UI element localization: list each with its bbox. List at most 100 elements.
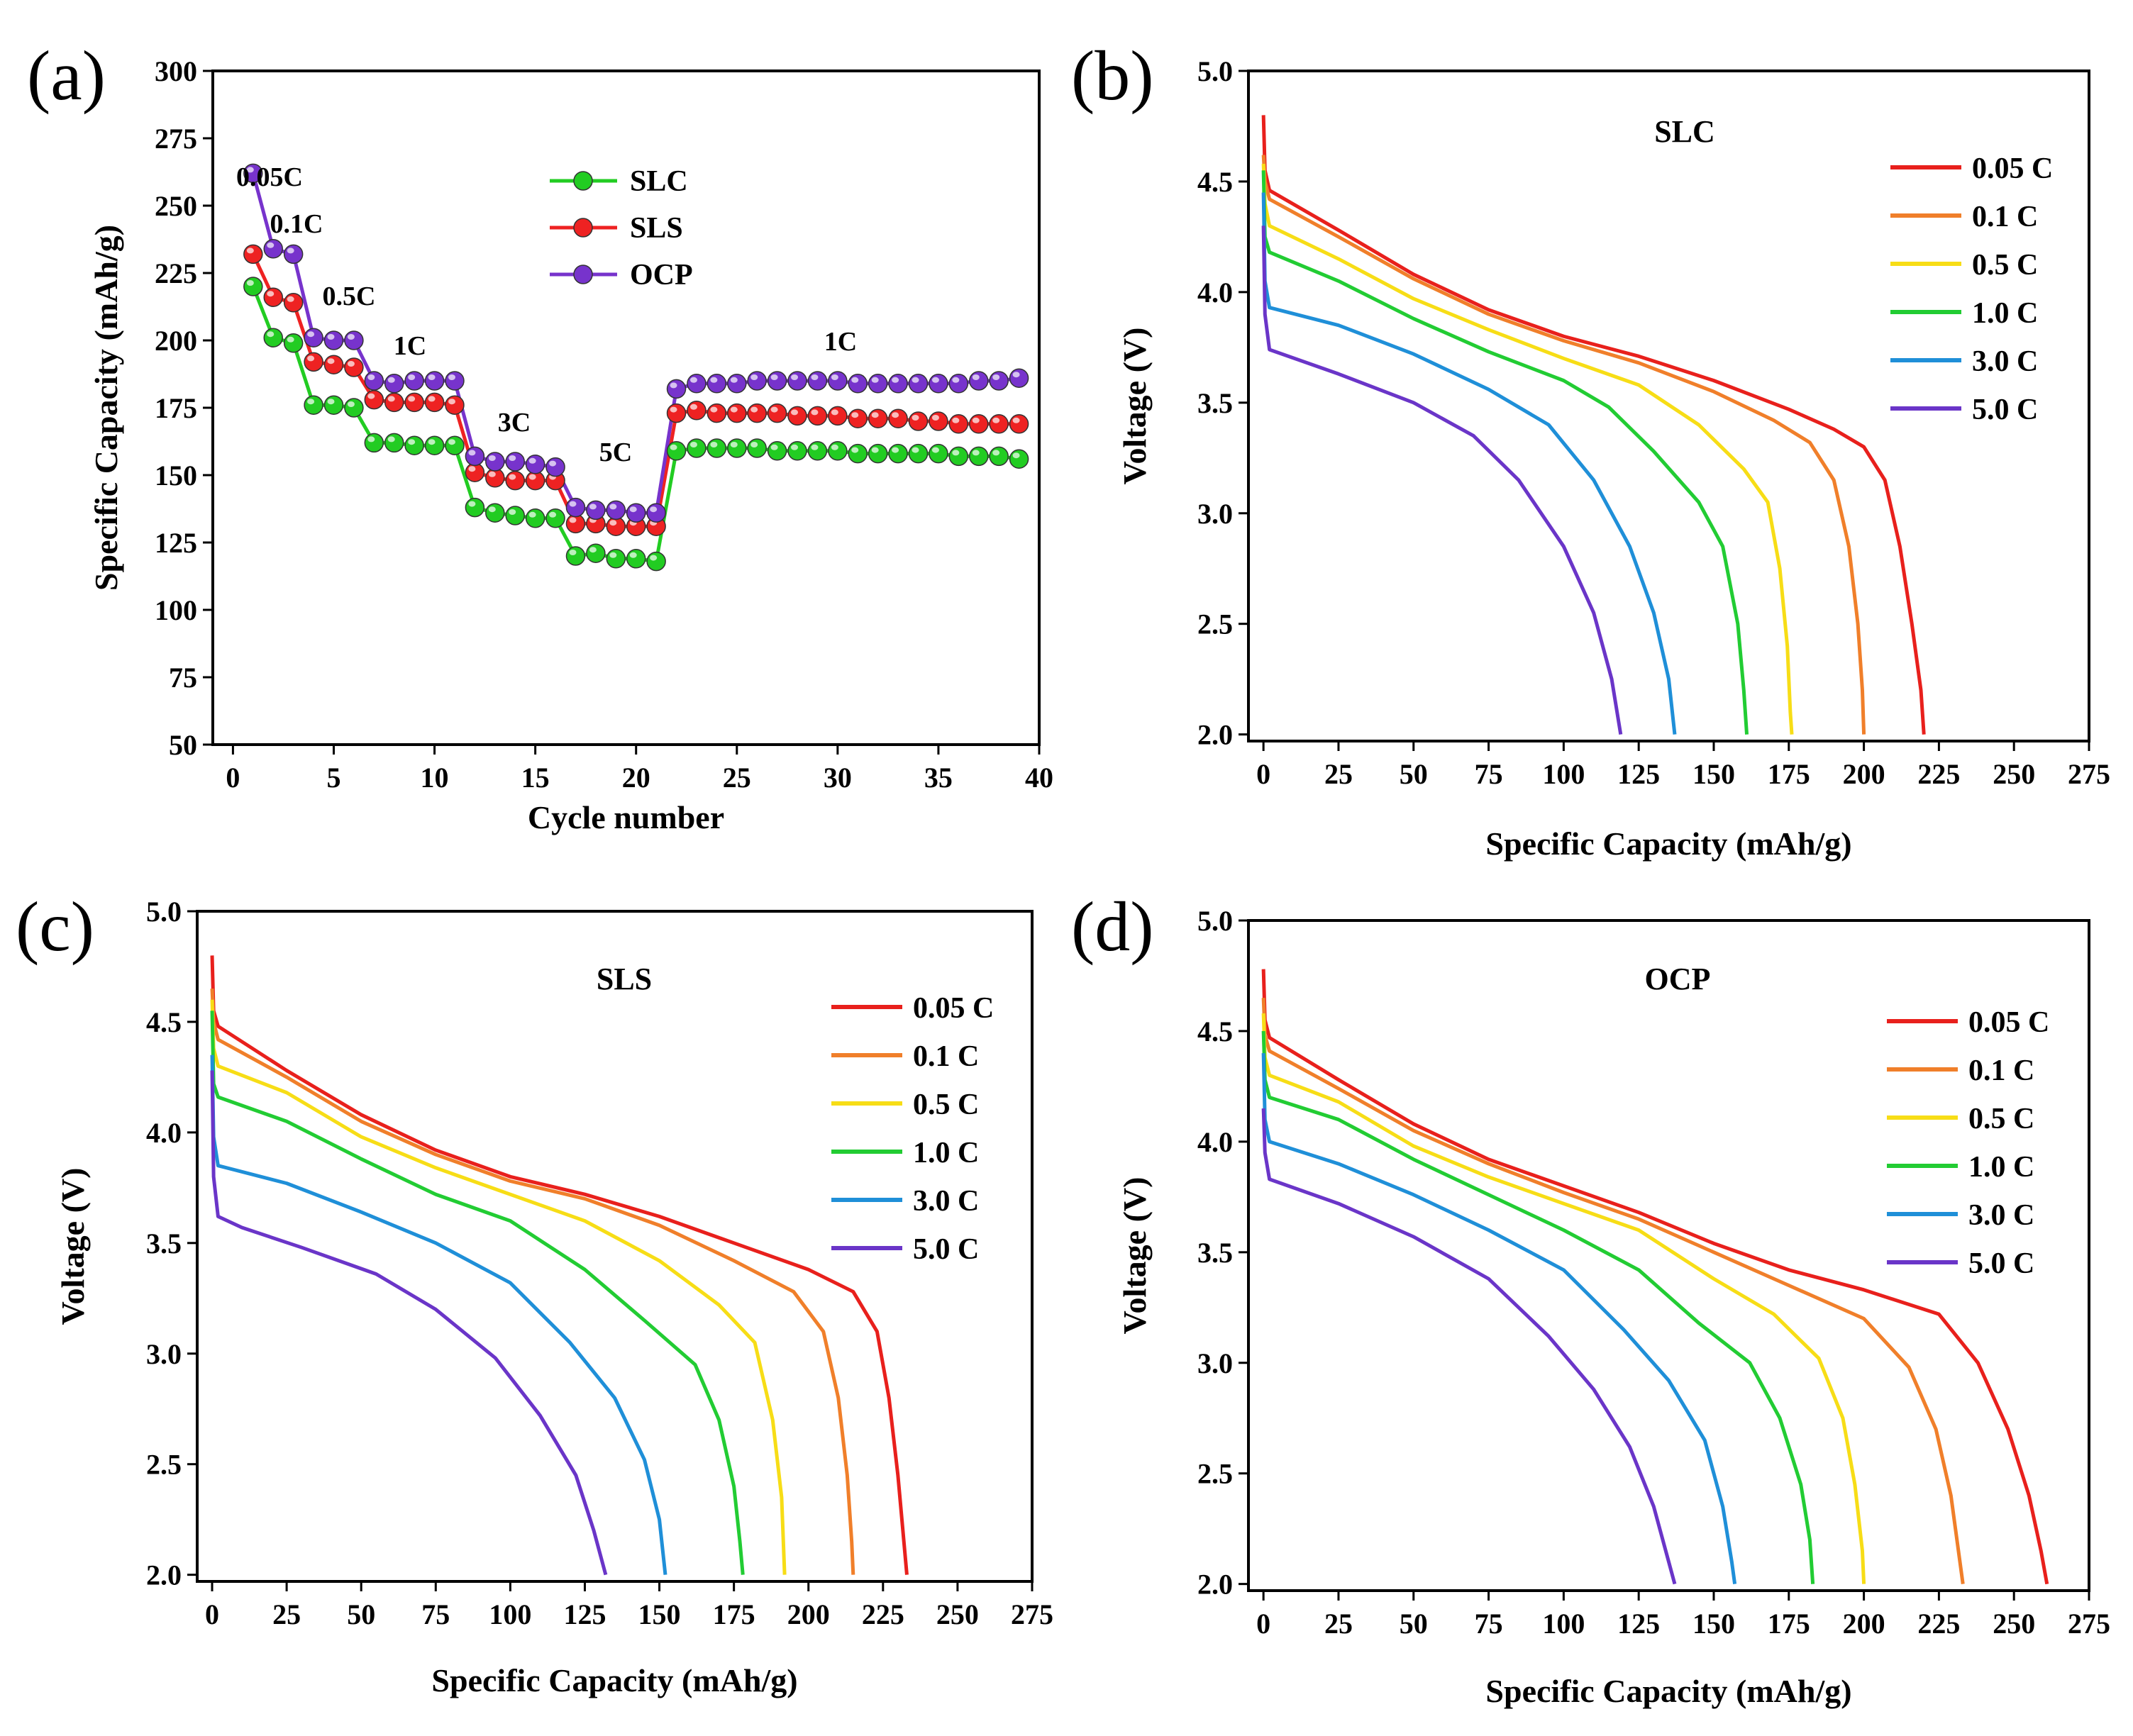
panel-a-slc-point-highlight — [892, 447, 899, 453]
panel-a-slc-point — [586, 543, 606, 563]
panel-b-x-tick-label: 25 — [1324, 758, 1353, 790]
panel-a-slc-point-highlight — [770, 444, 778, 450]
panel-a-sls-point-highlight — [670, 406, 677, 413]
panel-a-x-tick-label: 30 — [824, 762, 852, 794]
panel-a-y-tick-label: 100 — [155, 594, 197, 626]
panel-a-slc-point-highlight — [650, 555, 658, 561]
panel-a-x-tick-label: 20 — [622, 762, 650, 794]
panel-d-y-tick-label: 2.0 — [1197, 1569, 1233, 1601]
panel-a-ocp-point — [929, 374, 948, 394]
panel-a-sls-point — [969, 414, 989, 434]
panel-a-ocp-point-highlight — [387, 377, 395, 383]
panel-a-ocp-point-highlight — [569, 501, 577, 507]
panel-a-slc-point-highlight — [689, 442, 697, 447]
panel-c-x-tick-label: 75 — [421, 1598, 450, 1630]
panel-a-slc-point — [848, 443, 868, 464]
panel-c-x-tick-label: 50 — [347, 1598, 375, 1630]
panel-a-sls-point-highlight — [327, 358, 335, 365]
panel-a-ocp-point-highlight — [327, 334, 335, 340]
panel-a-ocp-point — [727, 374, 747, 394]
panel-a-sls-point — [404, 392, 424, 413]
panel-c: (c) 0 25 50 75 100 125 150 175 200 225 250 275 2.0 2.… — [16, 887, 1053, 1698]
panel-a-ocp-point — [989, 371, 1009, 391]
panel-b-curve-5-0-c — [1261, 226, 1623, 735]
panel-a-sls-point-highlight — [488, 471, 496, 477]
panel-a-sls-point-highlight — [689, 404, 697, 410]
panel-a-sls-point — [767, 403, 787, 423]
panel-a-y-tick-label: 275 — [155, 123, 197, 155]
panel-a-slc-point — [707, 438, 727, 458]
panel-a-slc-point-highlight — [387, 436, 395, 443]
panel-d-x-tick-label: 75 — [1475, 1608, 1503, 1640]
panel-a-sls-point-highlight — [992, 417, 1000, 423]
panel-c-y-tick-label: 2.0 — [146, 1559, 182, 1591]
panel-b-curve-0-1-c — [1261, 155, 1866, 735]
panel-a-sls-point-highlight — [831, 409, 838, 416]
panel-a-rate-annotation: 0.05C — [236, 162, 303, 192]
panel-a-sls-point — [505, 470, 525, 491]
panel-a-ocp-point — [323, 330, 344, 350]
panel-b-x-tick-label: 200 — [1843, 758, 1885, 790]
panel-a-sls-point-highlight — [347, 361, 355, 367]
panel-a-ocp-point-highlight — [992, 374, 1000, 380]
panel-a-slc-point — [304, 395, 323, 415]
panel-b-x-tick-label: 150 — [1692, 758, 1735, 790]
panel-a-ocp-point-highlight — [267, 242, 275, 248]
panel-a-ocp-point-highlight — [287, 247, 294, 254]
panel-a-ocp-point — [263, 239, 283, 259]
panel-a-sls-point-highlight — [710, 406, 718, 413]
panel-a-ocp-point — [465, 446, 485, 467]
panel-a-slc-point-highlight — [871, 447, 879, 453]
panel-a-ocp-point — [384, 374, 404, 394]
panel-c-x-tick-label: 225 — [862, 1598, 904, 1630]
panel-a-sls-point-highlight — [387, 396, 395, 402]
panel-a-slc-point-highlight — [629, 552, 637, 558]
panel-a-ocp-point — [565, 497, 586, 518]
panel-a-sls-point — [304, 352, 323, 372]
panel-d-y-tick-label: 3.0 — [1197, 1347, 1233, 1379]
panel-a-slc-point-highlight — [287, 336, 294, 343]
panel-d-legend-0-05-c-label: 0.05 C — [1968, 1006, 2049, 1039]
panel-a-slc-point-highlight — [428, 439, 436, 445]
panel-a-x-tick-label: 0 — [226, 762, 240, 794]
panel-a-slc-point-highlight — [408, 439, 416, 445]
panel-a-slc-point-highlight — [670, 444, 677, 450]
panel-b-x-axis-title: Specific Capacity (mAh/g) — [1485, 825, 1851, 862]
panel-c-x-tick-label: 275 — [1011, 1598, 1053, 1630]
panel-d-x-tick-label: 200 — [1843, 1608, 1885, 1640]
panel-a-sls-point-highlight — [307, 355, 315, 362]
panel-b-plot-frame — [1247, 69, 2090, 742]
panel-a-slc-point-highlight — [931, 447, 939, 453]
panel-a-ocp-point-highlight — [670, 382, 677, 389]
panel-a-ocp-point-highlight — [871, 377, 879, 383]
panel-a-slc-point-highlight — [307, 399, 315, 405]
panel-a-ocp-point — [283, 244, 304, 265]
panel-a-legend-sls-label: SLS — [630, 212, 683, 245]
panel-d-x-tick-label: 100 — [1542, 1608, 1585, 1640]
panel-c-x-tick-label: 25 — [272, 1598, 301, 1630]
panel-a-ocp-point-highlight — [811, 374, 819, 380]
panel-a-slc-point — [485, 503, 505, 523]
panel-a-sls-point-highlight — [730, 406, 738, 413]
panel-c-legend-0-05-c-label: 0.05 C — [913, 992, 994, 1025]
panel-a-slc-point-highlight — [811, 444, 819, 450]
panel-c-x-tick-label: 0 — [205, 1598, 219, 1630]
panel-a-sls-point-highlight — [287, 296, 294, 302]
panel-c-curve-0-05-c — [210, 955, 909, 1575]
panel-a-sls-point — [888, 408, 908, 428]
panel-a-ocp-point-highlight — [791, 374, 799, 380]
panel-a-sls-point-highlight — [468, 466, 476, 472]
panel-a-sls-point-highlight — [428, 396, 436, 402]
panel-d-x-axis-title: Specific Capacity (mAh/g) — [1485, 1673, 1851, 1709]
panel-a-ocp-point-highlight — [408, 374, 416, 380]
panel-a-slc-point — [323, 395, 344, 415]
panel-a-sls-point-highlight — [609, 520, 617, 526]
panel-a-ocp-point — [807, 371, 828, 391]
panel-a-x-tick-label: 25 — [723, 762, 751, 794]
panel-b-x-tick-label: 125 — [1617, 758, 1660, 790]
panel-c-title: SLS — [597, 962, 652, 996]
panel-a-ocp-point-highlight — [549, 460, 557, 467]
panel-d-curve-0-1-c — [1261, 998, 1965, 1584]
panel-a-slc-point-highlight — [367, 436, 375, 443]
